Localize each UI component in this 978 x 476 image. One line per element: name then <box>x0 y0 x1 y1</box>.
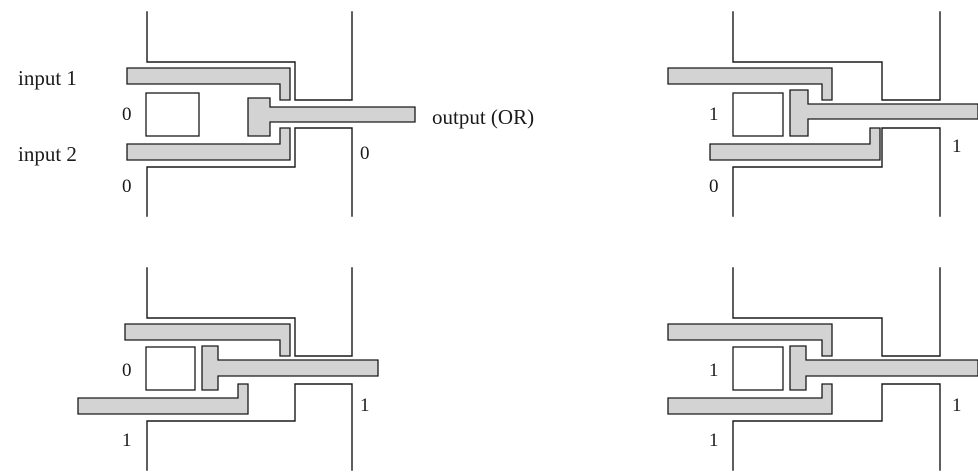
output-rod <box>789 89 978 137</box>
output-rod <box>789 345 978 391</box>
output-value: 0 <box>360 143 370 164</box>
input-1-value: 1 <box>709 104 719 125</box>
input-2-rod <box>77 383 249 415</box>
output-value: 1 <box>360 395 370 416</box>
input-2-value: 0 <box>709 176 719 197</box>
panel-0-1: 0 1 1 <box>77 267 379 471</box>
housing-bottom-wall <box>146 127 353 217</box>
input-1-value: 0 <box>122 360 132 381</box>
input-1-rod <box>667 67 833 101</box>
input-1-rod <box>667 323 833 357</box>
fixed-block <box>145 346 196 391</box>
housing-top-wall <box>146 11 353 101</box>
input-2-rod <box>667 383 833 415</box>
housing-bottom-wall <box>146 383 353 471</box>
fixed-block <box>145 92 200 137</box>
input-1-value: 0 <box>122 104 132 125</box>
panel-0-0: input 1 input 2 output (OR) 0 0 0 <box>18 11 534 217</box>
input-2-value: 1 <box>709 430 719 451</box>
output-rod <box>201 345 379 391</box>
input-1-rod <box>124 323 291 357</box>
output-label: output (OR) <box>432 105 534 129</box>
output-rod <box>247 97 416 137</box>
input-1-label: input 1 <box>18 66 77 90</box>
housing-bottom-wall <box>732 127 941 217</box>
housing-top-wall <box>732 267 941 357</box>
input-1-value: 1 <box>709 360 719 381</box>
input-2-rod <box>126 127 291 161</box>
fixed-block <box>732 92 784 137</box>
input-2-rod <box>709 127 881 161</box>
panel-1-1: 1 1 1 <box>667 267 978 471</box>
input-2-value: 0 <box>122 176 132 197</box>
panel-1-0: 1 0 1 <box>667 11 978 217</box>
output-value: 1 <box>952 395 962 416</box>
input-2-value: 1 <box>122 430 132 451</box>
input-2-label: input 2 <box>18 142 77 166</box>
housing-top-wall <box>732 11 941 101</box>
housing-top-wall <box>146 267 353 357</box>
input-1-rod <box>126 67 291 101</box>
fixed-block <box>732 346 784 391</box>
output-value: 1 <box>952 136 962 157</box>
housing-bottom-wall <box>732 383 941 471</box>
